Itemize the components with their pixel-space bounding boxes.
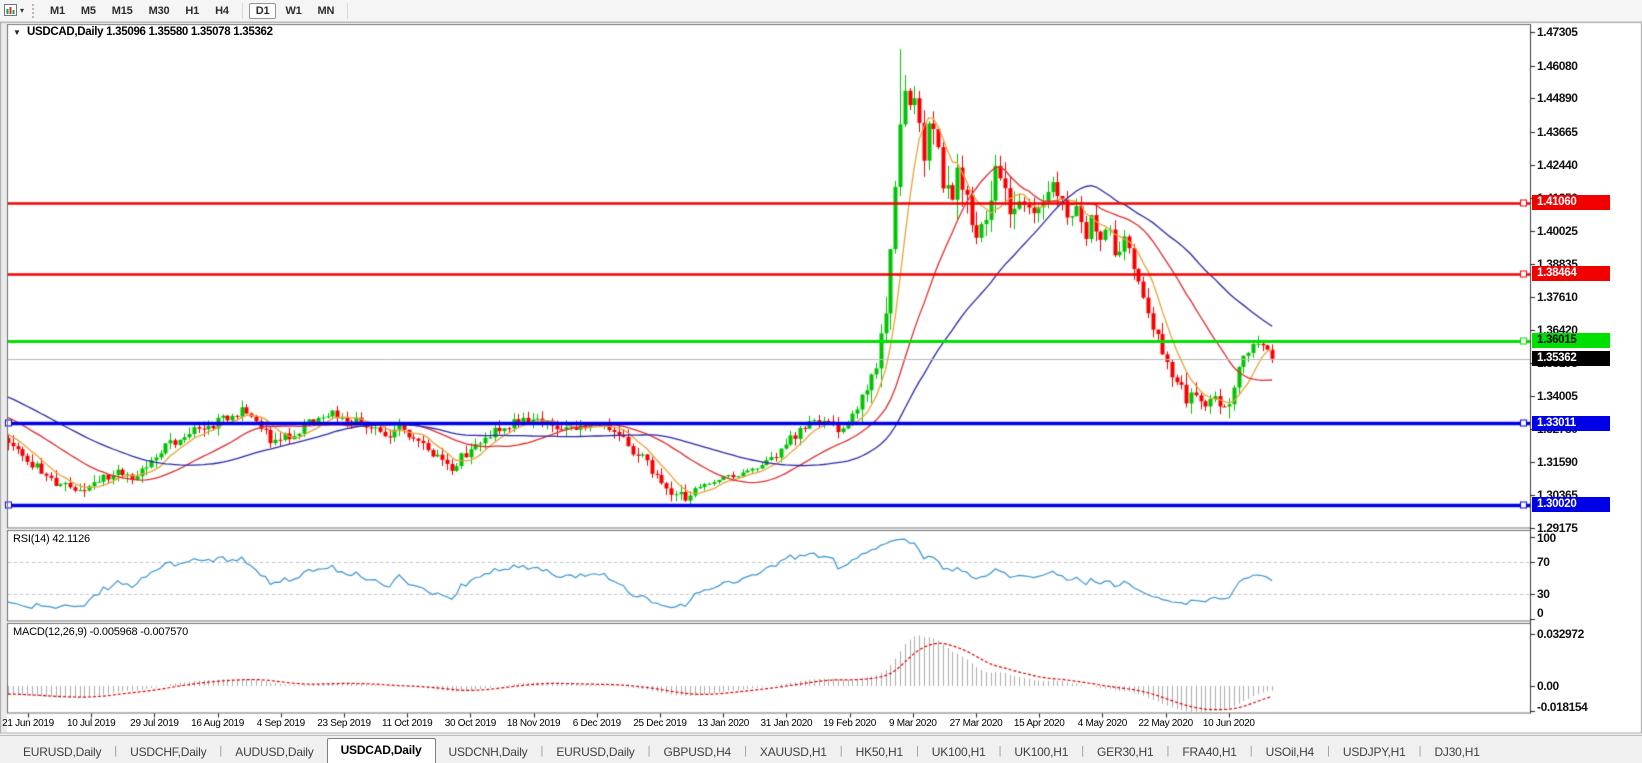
price-axis-tick: 1.37610: [1537, 290, 1578, 305]
date-axis-label[interactable]: 19 Feb 2020: [823, 718, 877, 729]
tab-separator: |: [1081, 745, 1085, 757]
tab-separator: |: [1166, 745, 1170, 757]
price-axis-tick: 1.43665: [1537, 124, 1578, 139]
rsi-axis-tick: 70: [1537, 554, 1550, 569]
symbol-tab-usdcnh-daily[interactable]: USDCNH,Daily: [448, 745, 528, 759]
macd-axis-tick: -0.018154: [1537, 700, 1588, 714]
tab-separator: |: [1327, 745, 1330, 757]
tab-separator: |: [114, 745, 118, 757]
date-axis-label[interactable]: 23 Sep 2019: [317, 718, 371, 729]
price-axis-tick: 1.34005: [1537, 388, 1578, 403]
symbol-tab-usdcad-daily[interactable]: USDCAD,Daily: [326, 738, 436, 763]
timeframe-button-m5[interactable]: M5: [80, 4, 96, 17]
date-axis-label[interactable]: 27 Mar 2020: [949, 718, 1003, 729]
symbol-tab-eurusd-daily[interactable]: EURUSD,Daily: [556, 745, 635, 759]
timeframe-button-m30[interactable]: M30: [148, 4, 170, 17]
tab-separator: |: [998, 745, 1002, 757]
symbol-tab-hk50-h1[interactable]: HK50,H1: [855, 745, 903, 759]
date-axis-label[interactable]: 16 Aug 2019: [191, 718, 245, 729]
timeframe-button-m15[interactable]: M15: [111, 4, 133, 17]
tab-separator: |: [839, 745, 843, 757]
price-axis-tick: 1.31590: [1537, 454, 1578, 469]
hline-price-label[interactable]: 1.38464: [1532, 266, 1610, 282]
date-axis-label[interactable]: 18 Nov 2019: [506, 718, 561, 729]
timeframe-button-h4[interactable]: H4: [215, 4, 229, 17]
date-axis-label[interactable]: 9 Mar 2020: [889, 718, 937, 729]
timeframe-button-mn[interactable]: MN: [317, 4, 335, 17]
tab-separator: |: [1249, 745, 1253, 757]
symbol-tabbar: EURUSD,Daily | USDCHF,Daily | AUDUSD,Daily US…: [0, 735, 1642, 763]
tab-separator: |: [744, 745, 747, 757]
rsi-axis-tick: 0: [1537, 606, 1544, 620]
symbol-tab-gbpusd-h4[interactable]: GBPUSD,H4: [663, 745, 732, 759]
chart-collapse-icon[interactable]: ▼: [13, 28, 21, 37]
tab-separator: |: [647, 745, 651, 757]
rsi-axis-tick: 100: [1537, 531, 1556, 545]
date-axis-label[interactable]: 29 Jul 2019: [130, 718, 179, 729]
symbol-tab-xauusd-h1[interactable]: XAUUSD,H1: [759, 745, 827, 759]
date-axis-label[interactable]: 22 May 2020: [1138, 718, 1193, 729]
symbol-tab-dj30-h1[interactable]: DJ30,H1: [1434, 745, 1480, 759]
price-axis-tick: 1.42440: [1537, 158, 1578, 173]
macd-label: MACD(12,26,9) -0.005968 -0.007570: [13, 626, 189, 638]
tab-separator: |: [1418, 745, 1422, 757]
hline-price-label[interactable]: 1.30020: [1532, 497, 1610, 513]
timeframe-button-d1[interactable]: D1: [248, 2, 277, 19]
symbol-tab-usdjpy-h1[interactable]: USDJPY,H1: [1342, 745, 1406, 759]
hline-price-label[interactable]: 1.33011: [1532, 415, 1610, 431]
date-axis-label[interactable]: 4 Sep 2019: [256, 718, 305, 729]
macd-axis-tick: 0.032972: [1537, 626, 1584, 641]
rsi-label: RSI(14) 42.1126: [13, 533, 90, 545]
toolbar-separator: [241, 2, 243, 19]
price-axis-tick: 1.29175: [1537, 520, 1578, 535]
price-axis-tick: 1.36420: [1537, 322, 1578, 337]
price-axis-tick: 1.40025: [1537, 224, 1578, 239]
chart-title: USDCAD,Daily 1.35096 1.35580 1.35078 1.3…: [27, 26, 273, 38]
current-price-label: 1.35362: [1532, 351, 1610, 367]
price-axis-tick: 1.46080: [1537, 58, 1578, 73]
symbol-tab-uk100-h1[interactable]: UK100,H1: [931, 745, 986, 759]
date-axis-label[interactable]: 10 Jun 2020: [1202, 718, 1255, 729]
timeframe-buttons: M1 M5 M15 M30 H1 H4 D1 W1 MN: [42, 2, 353, 19]
symbol-tab-uk100-h1[interactable]: UK100,H1: [1014, 745, 1069, 759]
date-axis-label[interactable]: 10 Jul 2019: [66, 718, 116, 729]
toolbar: ▾ M1 M5 M15 M30 H1 H4 D1 W1 MN: [0, 0, 1642, 22]
timeframe-button-h1[interactable]: H1: [185, 4, 200, 17]
date-axis-label[interactable]: 4 May 2020: [1077, 718, 1128, 729]
date-axis-label[interactable]: 15 Apr 2020: [1013, 718, 1065, 729]
date-axis-label[interactable]: 6 Dec 2019: [572, 718, 621, 729]
rsi-axis-tick: 30: [1537, 587, 1550, 602]
symbol-tab-usdchf-daily[interactable]: USDCHF,Daily: [130, 745, 207, 759]
date-axis-label[interactable]: 11 Oct 2019: [381, 718, 433, 729]
chart-window-icon[interactable]: [2, 3, 20, 19]
toolbar-separator: [347, 2, 349, 19]
price-axis-tick: 1.47305: [1537, 25, 1578, 39]
symbol-tab-usoil-h4[interactable]: USOil,H4: [1265, 745, 1315, 759]
timeframe-button-m1[interactable]: M1: [50, 4, 65, 17]
symbol-tab-eurusd-daily[interactable]: EURUSD,Daily: [23, 745, 102, 759]
date-axis-label[interactable]: 31 Jan 2020: [760, 718, 813, 729]
tab-separator: |: [915, 745, 919, 757]
toolbar-grip[interactable]: [32, 3, 36, 18]
date-axis-label[interactable]: 13 Jan 2020: [697, 718, 750, 729]
symbol-tab-fra40-h1[interactable]: FRA40,H1: [1182, 745, 1237, 759]
hline-price-label[interactable]: 1.41060: [1532, 195, 1610, 211]
date-axis-label[interactable]: 25 Dec 2019: [633, 718, 687, 729]
macd-axis-tick: 0.00: [1537, 679, 1559, 693]
tab-separator: |: [540, 745, 544, 757]
date-axis-label[interactable]: 30 Oct 2019: [444, 718, 496, 729]
symbol-tab-ger30-h1[interactable]: GER30,H1: [1097, 745, 1154, 759]
timeframe-button-w1[interactable]: W1: [285, 4, 302, 17]
toolbar-caret-icon[interactable]: ▾: [20, 6, 25, 15]
price-axis-tick: 1.44890: [1537, 91, 1578, 106]
tab-separator: |: [219, 745, 223, 757]
hline-price-label[interactable]: 1.36015: [1532, 333, 1610, 349]
date-axis-label[interactable]: 21 Jun 2019: [2, 718, 54, 729]
symbol-tab-audusd-daily[interactable]: AUDUSD,Daily: [235, 745, 314, 759]
